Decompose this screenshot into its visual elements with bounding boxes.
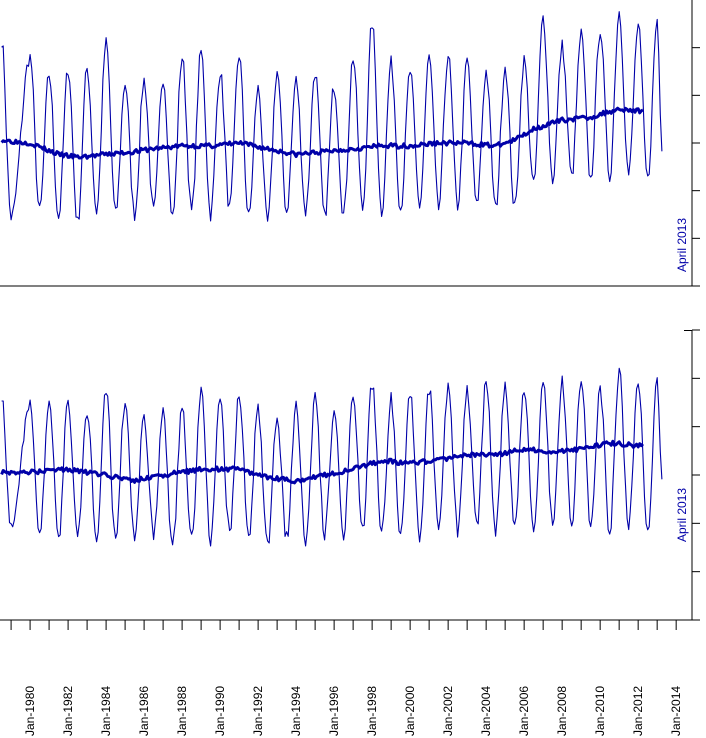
x-tick-label: Jan-1980: [23, 686, 37, 736]
x-tick-label: Jan-2010: [593, 686, 607, 736]
x-tick-label: Jan-2000: [403, 686, 417, 736]
x-tick-label: Jan-1986: [137, 686, 151, 736]
seasonal-series-line: [1, 367, 663, 547]
x-tick-label: Jan-1982: [61, 686, 75, 736]
x-axis: Jan-1980 Jan-1982 Jan-1984 Jan-1986 Jan-1988…: [10, 620, 683, 736]
annotation-label: April 2013: [675, 488, 689, 542]
trend-line: [0, 439, 644, 485]
x-tick-label: Jan-2008: [555, 686, 569, 736]
x-tick-label: Jan-2014: [669, 686, 683, 736]
x-tick-label: Jan-1996: [327, 686, 341, 736]
x-tick-label: Jan-1992: [251, 686, 265, 736]
x-tick-label: Jan-2004: [479, 686, 493, 736]
seasonal-series-line: [1, 11, 663, 222]
top-panel: April 2013: [0, 0, 700, 287]
x-tick-label: Jan-1994: [289, 686, 303, 736]
x-tick-label: Jan-1990: [213, 686, 227, 736]
trend-line: [0, 106, 644, 160]
annotation-label: April 2013: [675, 218, 689, 272]
x-tick-label: Jan-2002: [441, 686, 455, 736]
x-tick-label: Jan-1984: [99, 686, 113, 736]
x-tick-label: Jan-1988: [175, 686, 189, 736]
x-tick-label: Jan-2006: [517, 686, 531, 736]
x-tick-label: Jan-1998: [365, 686, 379, 736]
x-tick-label: Jan-2012: [631, 686, 645, 736]
bottom-panel: April 2013: [0, 329, 700, 621]
